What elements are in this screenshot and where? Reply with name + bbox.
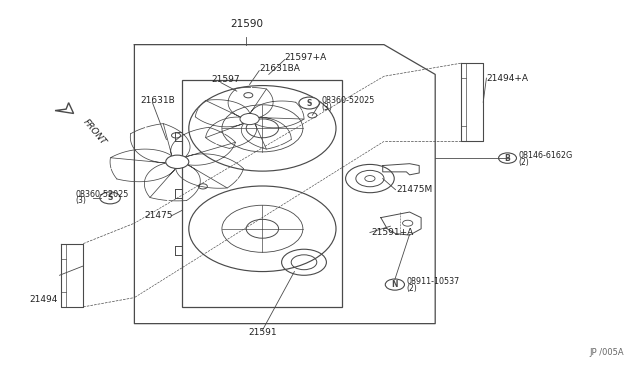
Text: 21591: 21591 [248,328,276,337]
Text: JP /005A: JP /005A [589,348,624,357]
Text: 21494+A: 21494+A [486,74,529,83]
Circle shape [385,279,404,290]
Text: 21494: 21494 [29,295,58,304]
Text: 21631B: 21631B [141,96,175,105]
Text: 21475M: 21475M [397,185,433,194]
Text: 21591+A: 21591+A [371,228,413,237]
Text: (3): (3) [321,103,332,112]
Text: 21597+A: 21597+A [285,53,327,62]
Circle shape [499,153,516,163]
Text: 21597: 21597 [211,76,240,84]
Text: FRONT: FRONT [81,117,108,147]
Text: 21631BA: 21631BA [259,64,300,73]
Circle shape [244,93,253,98]
Text: B: B [505,154,510,163]
Text: 21475: 21475 [144,211,173,220]
Circle shape [240,113,259,125]
Text: 08911-10537: 08911-10537 [406,278,460,286]
Text: (2): (2) [406,284,417,293]
Text: 08360-52025: 08360-52025 [76,190,129,199]
Circle shape [172,133,180,138]
Circle shape [365,176,375,182]
Text: S: S [307,99,312,108]
Text: 21590: 21590 [230,19,263,29]
Bar [182,80,342,307]
Text: S: S [108,193,113,202]
Text: (3): (3) [76,196,86,205]
Text: N: N [392,280,398,289]
Circle shape [166,155,189,169]
Text: 08360-52025: 08360-52025 [321,96,374,105]
Circle shape [299,97,319,109]
Circle shape [308,113,317,118]
Text: (2): (2) [518,158,529,167]
Circle shape [198,184,207,189]
Text: 08146-6162G: 08146-6162G [518,151,573,160]
Circle shape [100,192,120,204]
